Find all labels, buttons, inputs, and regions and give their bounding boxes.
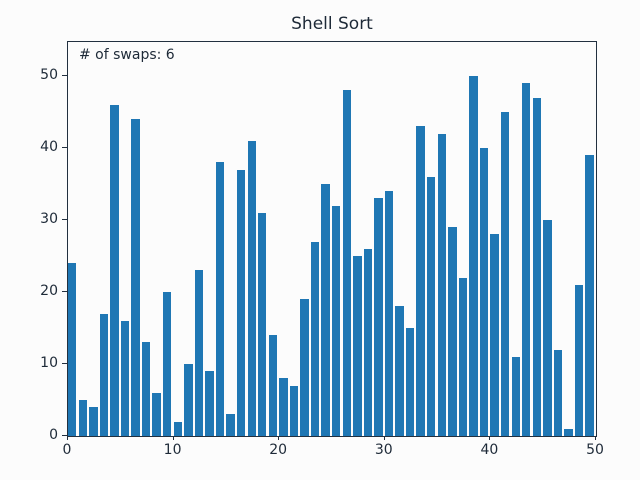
x-tick-label: 0: [62, 442, 72, 458]
bar: [500, 112, 510, 436]
chart-title: Shell Sort: [291, 14, 373, 34]
bar: [574, 284, 584, 436]
y-tick-label: 50: [40, 66, 58, 83]
y-tick-mark: [62, 291, 67, 292]
plot-area: # of swaps: 6: [67, 41, 597, 437]
y-tick-label: 40: [40, 138, 58, 155]
bar: [279, 378, 288, 436]
x-tick-mark: [595, 436, 596, 440]
y-tick-label: 10: [40, 354, 58, 371]
bar: [215, 162, 225, 436]
bar: [384, 191, 394, 436]
bar: [543, 220, 552, 436]
bar: [131, 119, 140, 436]
x-tick-mark: [489, 436, 491, 440]
bar: [120, 320, 130, 436]
bar: [553, 349, 563, 436]
bar: [448, 227, 457, 436]
bar: [532, 97, 542, 436]
x-tick-label: 10: [163, 442, 182, 458]
y-tick-mark: [62, 75, 67, 76]
bar: [321, 184, 330, 436]
bar: [416, 126, 425, 436]
bar: [268, 335, 278, 436]
bar: [300, 299, 309, 436]
bar: [89, 407, 98, 436]
bar: [141, 342, 151, 436]
bar: [205, 371, 214, 436]
bar: [247, 140, 256, 436]
bar: [564, 428, 573, 436]
bar: [99, 313, 109, 436]
bar: [353, 256, 362, 436]
bar: [184, 364, 193, 436]
bar: [585, 155, 594, 436]
bar: [458, 277, 468, 436]
x-tick-label: 50: [586, 442, 604, 458]
bar: [194, 270, 204, 436]
x-tick-mark: [383, 436, 385, 440]
x-tick-label: 40: [480, 442, 499, 458]
bar: [511, 356, 520, 436]
bar: [332, 205, 341, 436]
bar: [78, 400, 87, 436]
bar: [289, 385, 299, 436]
bar: [437, 133, 446, 436]
bar: [258, 212, 267, 436]
bar: [490, 234, 499, 436]
y-tick-mark: [62, 435, 67, 436]
bar: [226, 414, 235, 436]
bar: [310, 241, 320, 436]
bar: [405, 328, 415, 436]
y-tick-label: 20: [40, 282, 58, 299]
bar: [342, 90, 351, 436]
bar: [469, 76, 478, 436]
y-tick-label: 30: [40, 210, 58, 227]
swap-count-annotation: # of swaps: 6: [79, 47, 175, 63]
bar: [395, 306, 404, 436]
bar: [363, 248, 373, 436]
y-tick-label: 0: [49, 426, 58, 443]
bar: [374, 198, 383, 436]
bar: [173, 421, 182, 436]
bar: [163, 292, 172, 436]
x-tick-label: 20: [269, 442, 288, 458]
y-tick-mark: [62, 219, 67, 220]
bar: [110, 104, 119, 436]
bar: [427, 176, 436, 436]
x-tick-mark: [172, 436, 174, 440]
y-tick-mark: [62, 363, 67, 364]
x-tick-mark: [67, 436, 68, 440]
bar: [68, 263, 77, 436]
x-tick-label: 30: [374, 442, 393, 458]
bar: [479, 148, 489, 436]
x-tick-mark: [278, 436, 280, 440]
bar: [522, 83, 531, 436]
bar: [236, 169, 246, 436]
bar: [152, 392, 161, 436]
y-tick-mark: [62, 147, 67, 148]
